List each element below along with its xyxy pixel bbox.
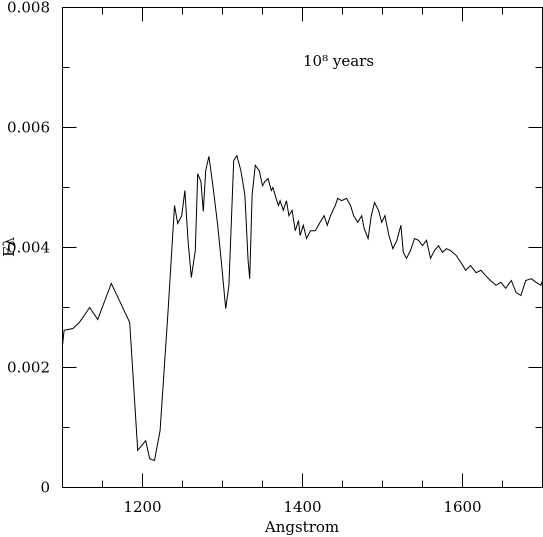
x-tick-label: 1200 <box>123 498 161 516</box>
y-axis-label: Fλ <box>0 237 18 257</box>
plot-frame <box>62 7 543 488</box>
y-tick-label: 0.006 <box>7 119 50 137</box>
y-tick-label: 0.002 <box>7 359 50 377</box>
y-tick-label: 0.008 <box>7 0 50 17</box>
y-tick-label: 0 <box>40 479 50 497</box>
annotation: 10⁸ years <box>303 52 374 70</box>
x-tick-label: 1600 <box>443 498 481 516</box>
x-axis-label: Angstrom <box>264 518 339 536</box>
spectrum-line <box>62 154 543 462</box>
y-tick-label: 0.004 <box>7 239 50 257</box>
x-tick-label: 1400 <box>283 498 321 516</box>
